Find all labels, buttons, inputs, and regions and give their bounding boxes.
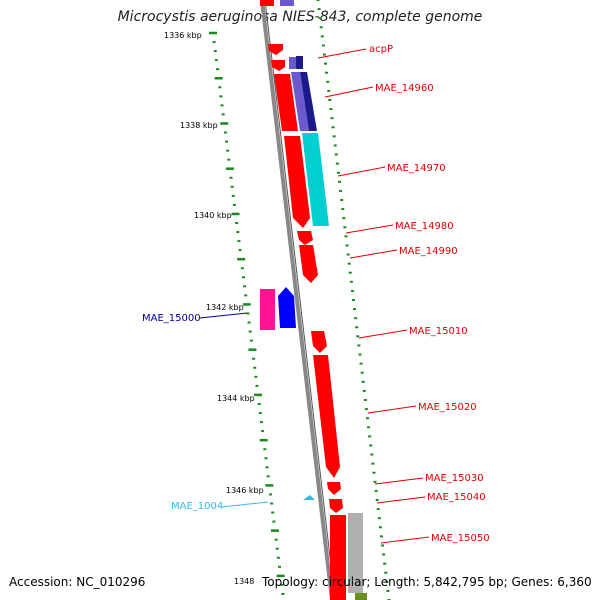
label-MAE_14980[interactable]: MAE_14980 (395, 221, 454, 232)
genome-backbone-shadow (264, 0, 336, 600)
map-title: Microcystis aeruginosa NIES-843, complet… (117, 9, 483, 25)
gene-MAE_14980[interactable] (297, 231, 313, 245)
gene-MAE_14960-navy[interactable] (300, 72, 317, 131)
label-MAE_1004[interactable]: MAE_1004 (171, 501, 223, 512)
gene-MAE_15040[interactable] (329, 499, 343, 513)
gene-MAE_1004[interactable] (303, 495, 315, 500)
gene-MAE_15050-gray[interactable] (348, 513, 363, 593)
gene-MAE_15010[interactable] (311, 331, 327, 353)
scale-label-1346: 1346 kbp (226, 486, 264, 495)
label-MAE_15020[interactable]: MAE_15020 (418, 402, 477, 413)
label-MAE_14960[interactable]: MAE_14960 (375, 83, 434, 94)
topology-text: Topology: circular; Length: 5,842,795 bp… (262, 575, 592, 589)
gene-MAE_14990[interactable] (299, 245, 318, 283)
genome-backbone (260, 0, 334, 600)
gene-MAE_15000-pink[interactable] (260, 289, 275, 330)
gene-small-purple[interactable] (289, 57, 296, 69)
scale-ticks (209, 0, 391, 600)
label-MAE_14990[interactable]: MAE_14990 (399, 246, 458, 257)
label-MAE_15030[interactable]: MAE_15030 (425, 473, 484, 484)
scale-label-1336: 1336 kbp (164, 31, 202, 40)
gene-olive[interactable] (355, 593, 367, 600)
label-MAE_15050[interactable]: MAE_15050 (431, 533, 490, 544)
gene-MAE_15050-red[interactable] (330, 515, 346, 600)
gene-small-red[interactable] (271, 60, 285, 71)
label-MAE_14970[interactable]: MAE_14970 (387, 163, 446, 174)
gene-MAE_14970-cyan[interactable] (302, 133, 329, 226)
scale-label-1348: 1348 (234, 577, 254, 586)
scale-label-1344: 1344 kbp (217, 394, 255, 403)
gene-MAE_14970-red[interactable] (284, 136, 310, 228)
scale-label-1342: 1342 kbp (206, 303, 244, 312)
label-acpP[interactable]: acpP (369, 44, 393, 55)
accession-text: Accession: NC_010296 (9, 575, 146, 589)
gene-MAE_15000-blue[interactable] (278, 287, 296, 328)
scale-label-1340: 1340 kbp (194, 211, 232, 220)
genes (260, 0, 367, 600)
gene-MAE_15020[interactable] (313, 355, 340, 478)
label-MAE_15040[interactable]: MAE_15040 (427, 492, 486, 503)
gene-top-partial-purple[interactable] (280, 0, 294, 6)
gene-top-partial-red[interactable] (260, 0, 274, 6)
gene-MAE_15030[interactable] (327, 482, 341, 495)
gene-MAE_14960-red[interactable] (274, 74, 298, 131)
gene-acpP[interactable] (268, 44, 283, 55)
label-leaders (199, 48, 430, 544)
scale-label-1338: 1338 kbp (180, 121, 218, 130)
label-MAE_15010[interactable]: MAE_15010 (409, 326, 468, 337)
label-MAE_15000[interactable]: MAE_15000 (142, 313, 201, 324)
gene-MAE_14960-purple[interactable] (291, 72, 309, 131)
gene-small-navy[interactable] (296, 56, 303, 69)
